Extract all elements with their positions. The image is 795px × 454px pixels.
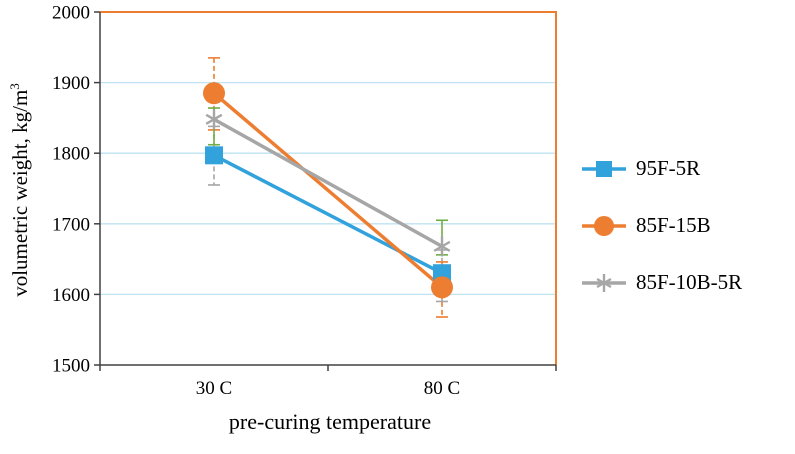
data-point-marker <box>203 82 225 105</box>
y-tick-label: 2000 <box>52 3 90 24</box>
series-line <box>213 117 443 248</box>
plot-border <box>100 11 557 365</box>
x-axis-title: pre-curing temperature <box>228 409 432 434</box>
data-point-marker <box>205 146 223 165</box>
y-axis-title-superscript: 3 <box>7 83 22 90</box>
chart-plot: 1500 1600 1700 1800 1900 2000 30 C 80 C <box>52 3 557 399</box>
series-line <box>213 153 443 275</box>
series-line <box>212 91 444 289</box>
data-point-marker <box>431 276 453 299</box>
x-tick-label: 80 C <box>424 378 460 399</box>
y-tick-label: 1500 <box>52 356 90 377</box>
legend-item: 85F-15B <box>582 213 742 238</box>
legend-marker-circle-icon <box>582 215 626 236</box>
legend-label: 85F-15B <box>636 213 711 237</box>
legend-item: 85F-10B-5R <box>582 270 742 295</box>
data-point-marker <box>433 236 451 257</box>
legend-marker-asterisk-icon <box>582 273 626 292</box>
chart-figure: 1500 1600 1700 1800 1900 2000 30 C 80 C volumet… <box>7 3 557 434</box>
y-tick-label: 1700 <box>52 214 90 235</box>
legend-label: 95F-5R <box>636 156 701 180</box>
y-tick-label: 1900 <box>52 73 90 94</box>
y-tick-label: 1800 <box>52 144 90 165</box>
data-point-marker <box>205 109 223 130</box>
legend-item: 95F-5R <box>582 156 742 181</box>
legend-label: 85F-10B-5R <box>636 270 743 294</box>
legend: 95F-5R 85F-15B 85F-10B-5R <box>582 156 742 295</box>
x-tick-label: 30 C <box>196 378 232 399</box>
legend-marker-square-icon <box>582 160 626 177</box>
y-axis-title-text: volumetric weight, kg/m <box>8 89 32 297</box>
y-axis-title: volumetric weight, kg/m3 <box>7 83 33 297</box>
y-tick-label: 1600 <box>52 285 90 306</box>
